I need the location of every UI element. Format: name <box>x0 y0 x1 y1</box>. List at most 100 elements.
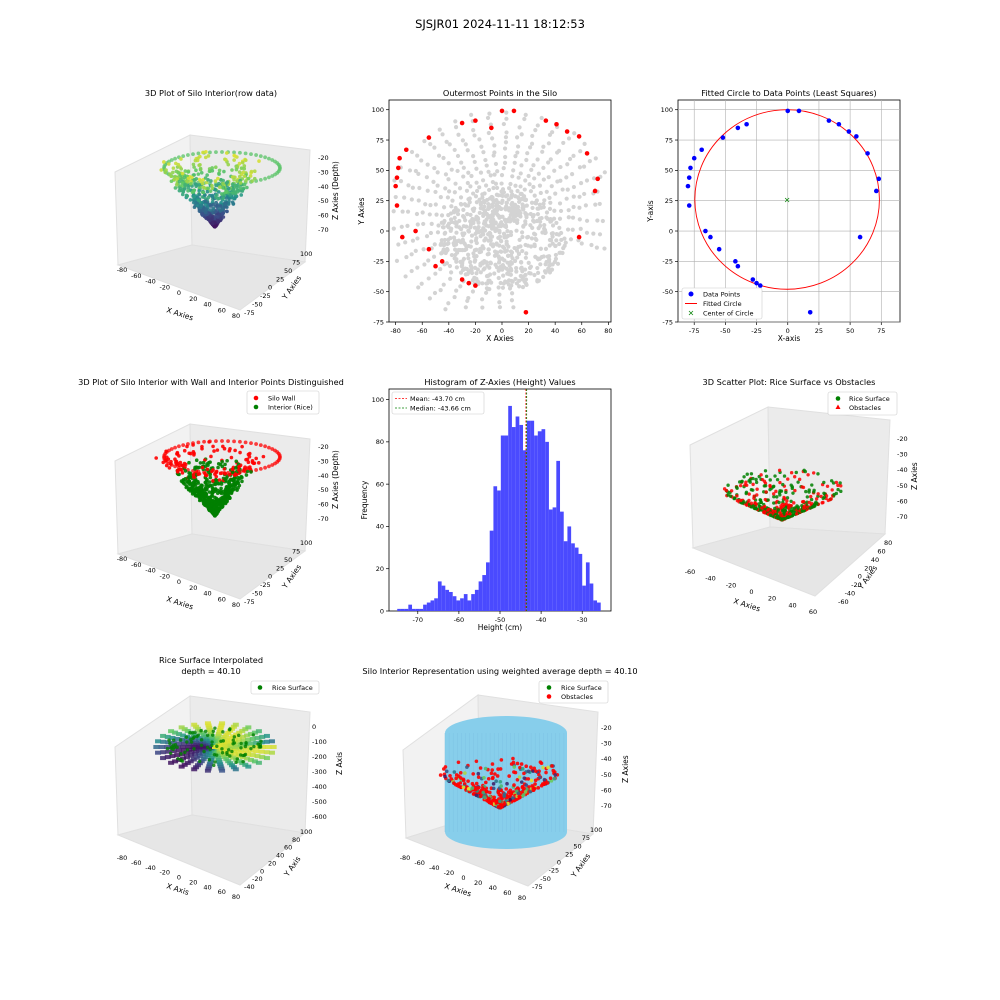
panel2-axes-frame <box>388 99 612 323</box>
data-point <box>498 799 502 804</box>
surface-patch <box>243 733 250 738</box>
data-point <box>219 200 223 205</box>
y-tick-label: 25 <box>276 275 284 283</box>
surface-patch <box>210 738 217 743</box>
data-point <box>486 799 491 803</box>
y-tick-label: 50 <box>284 267 292 275</box>
surface-patch <box>216 760 223 765</box>
interior-point <box>433 189 438 195</box>
data-point <box>794 512 799 516</box>
z-tick-label: -20 <box>897 435 908 443</box>
interior-point <box>445 247 450 253</box>
data-point <box>198 461 203 465</box>
interior-point <box>435 183 440 188</box>
interior-point <box>543 246 549 251</box>
interior-point <box>540 230 545 235</box>
interior-point <box>508 259 513 265</box>
x-tick-label: 40 <box>203 883 211 891</box>
data-point <box>183 477 188 481</box>
interior-point <box>493 161 499 167</box>
y-tick-label: 20 <box>268 859 276 867</box>
data-point <box>213 500 217 504</box>
interior-point <box>482 204 487 209</box>
rice-surface-point <box>258 742 263 747</box>
histogram-bar <box>437 581 442 611</box>
data-point <box>204 473 209 478</box>
rice-surface-point <box>212 752 217 757</box>
panel4-xlabel: X Axies <box>165 594 194 611</box>
interior-point <box>467 196 472 201</box>
surface-patch <box>251 759 258 764</box>
data-point <box>539 761 544 766</box>
interior-point <box>415 153 420 158</box>
interior-point <box>426 276 431 281</box>
data-point <box>792 501 796 505</box>
data-point <box>490 762 495 766</box>
data-point <box>800 500 805 504</box>
data-point <box>222 467 227 471</box>
z-tick-label: -60 <box>897 497 908 505</box>
data-point <box>205 467 210 472</box>
surface-patch <box>247 757 254 762</box>
y-tick-label: -75 <box>373 318 384 326</box>
data-point <box>186 176 191 181</box>
data-point <box>220 459 224 464</box>
x-tick-label: -60 <box>454 616 465 624</box>
interior-point <box>503 224 509 230</box>
data-point <box>196 492 201 497</box>
data-point <box>183 482 187 486</box>
rice-surface-point <box>242 753 247 757</box>
data-point <box>494 779 498 784</box>
surface-patch <box>229 763 236 768</box>
interior-point <box>478 170 484 175</box>
data-point <box>553 773 558 777</box>
surface-patch <box>200 757 207 762</box>
y-tick-label: 75 <box>665 136 673 144</box>
data-point <box>536 786 541 790</box>
data-point <box>793 506 797 510</box>
y-tick-label: 75 <box>292 258 300 266</box>
surface-patch <box>184 728 191 733</box>
interior-point <box>464 243 469 249</box>
data-point <box>471 772 476 776</box>
data-point <box>476 771 481 776</box>
data-point <box>207 480 212 484</box>
rice-surface-point <box>208 747 212 752</box>
interior-point <box>518 184 523 189</box>
data-point <box>750 277 756 282</box>
legend-obstacles: Obstacles <box>849 404 882 412</box>
surface-patch <box>245 752 252 757</box>
interior-point <box>521 224 526 229</box>
y-tick-label: 20 <box>864 564 872 572</box>
surface-patch <box>196 736 203 741</box>
center-marker: × <box>784 195 791 204</box>
interior-point <box>453 247 458 252</box>
interior-point <box>520 269 525 274</box>
interior-point <box>519 260 524 265</box>
data-point <box>182 448 187 453</box>
interior-point <box>469 233 475 238</box>
interior-point <box>497 255 502 260</box>
x-tick-label: 80 <box>518 894 526 902</box>
interior-point <box>474 200 479 205</box>
data-point <box>234 481 239 485</box>
data-point <box>760 506 764 510</box>
surface-patch <box>164 755 171 760</box>
data-point <box>194 465 199 469</box>
interior-point <box>602 170 607 175</box>
rim-point <box>267 175 271 180</box>
surface-patch <box>210 751 217 756</box>
interior-point <box>441 282 446 287</box>
interior-point <box>441 243 447 248</box>
surface-patch <box>202 739 209 744</box>
interior-point <box>548 157 553 162</box>
data-point <box>242 166 247 171</box>
interior-point <box>516 144 521 149</box>
y-tick-label: -25 <box>373 258 384 266</box>
outer-point <box>426 246 432 252</box>
legend-silo-wall-marker <box>253 395 259 401</box>
data-point <box>747 492 751 496</box>
data-point <box>201 495 205 499</box>
interior-point <box>500 285 506 290</box>
interior-point <box>477 210 482 215</box>
